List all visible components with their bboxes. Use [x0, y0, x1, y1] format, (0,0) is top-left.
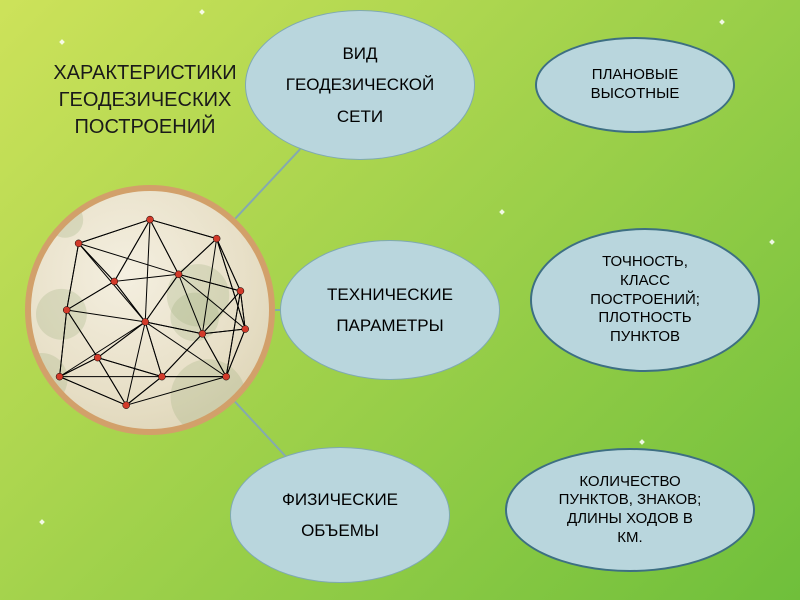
concept-label-line: ГЕОДЕЗИЧЕСКОЙ [286, 74, 434, 95]
concept-label-line: СЕТИ [286, 106, 434, 127]
concept-network-type: ВИД ГЕОДЕЗИЧЕСКОЙ СЕТИ [245, 10, 475, 160]
detail-label: ПЛАНОВЫЕВЫСОТНЫЕ [591, 66, 680, 104]
sparkle [719, 19, 725, 25]
detail-label-line: ПЛАНОВЫЕ [591, 66, 680, 85]
sparkle [499, 209, 505, 215]
detail-label-line: ВЫСОТНЫЕ [591, 85, 680, 104]
detail-label-line: ПУНКТОВ, ЗНАКОВ; [559, 491, 702, 510]
triangulation-network-icon [31, 191, 269, 429]
detail-count: КОЛИЧЕСТВОПУНКТОВ, ЗНАКОВ;ДЛИНЫ ХОДОВ ВК… [505, 448, 755, 572]
concept-phys-volumes: ФИЗИЧЕСКИЕ ОБЪЕМЫ [230, 447, 450, 583]
diagram-title: ХАРАКТЕРИСТИКИ ГЕОДЕЗИЧЕСКИХ ПОСТРОЕНИЙ [30, 60, 260, 141]
sparkle [199, 9, 205, 15]
detail-label-line: ПЛОТНОСТЬ [590, 309, 700, 328]
sparkle [39, 519, 45, 525]
diagram-stage: ХАРАКТЕРИСТИКИ ГЕОДЕЗИЧЕСКИХ ПОСТРОЕНИЙ В… [0, 0, 800, 600]
detail-accuracy: ТОЧНОСТЬ,КЛАССПОСТРОЕНИЙ;ПЛОТНОСТЬПУНКТО… [530, 228, 760, 372]
map-illustration [25, 185, 275, 435]
sparkle [769, 239, 775, 245]
detail-label-line: ПОСТРОЕНИЙ; [590, 291, 700, 310]
concept-label-line: ПАРАМЕТРЫ [327, 315, 453, 336]
detail-label-line: ПУНКТОВ [590, 328, 700, 347]
detail-label-line: ДЛИНЫ ХОДОВ В [559, 510, 702, 529]
detail-label: КОЛИЧЕСТВОПУНКТОВ, ЗНАКОВ;ДЛИНЫ ХОДОВ ВК… [559, 473, 702, 548]
concept-label-line: ФИЗИЧЕСКИЕ [282, 489, 398, 510]
detail-label-line: КОЛИЧЕСТВО [559, 473, 702, 492]
detail-label-line: КЛАСС [590, 272, 700, 291]
detail-label-line: ТОЧНОСТЬ, [590, 253, 700, 272]
sparkle [639, 439, 645, 445]
concept-label-line: ВИД [286, 43, 434, 64]
detail-label-line: КМ. [559, 529, 702, 548]
concept-label-line: ТЕХНИЧЕСКИЕ [327, 284, 453, 305]
concept-label: ФИЗИЧЕСКИЕ ОБЪЕМЫ [282, 489, 398, 542]
detail-label: ТОЧНОСТЬ,КЛАССПОСТРОЕНИЙ;ПЛОТНОСТЬПУНКТО… [590, 253, 700, 347]
detail-plan-height: ПЛАНОВЫЕВЫСОТНЫЕ [535, 37, 735, 133]
concept-tech-params: ТЕХНИЧЕСКИЕ ПАРАМЕТРЫ [280, 240, 500, 380]
concept-label: ВИД ГЕОДЕЗИЧЕСКОЙ СЕТИ [286, 43, 434, 127]
concept-label-line: ОБЪЕМЫ [282, 520, 398, 541]
concept-label: ТЕХНИЧЕСКИЕ ПАРАМЕТРЫ [327, 284, 453, 337]
sparkle [59, 39, 65, 45]
